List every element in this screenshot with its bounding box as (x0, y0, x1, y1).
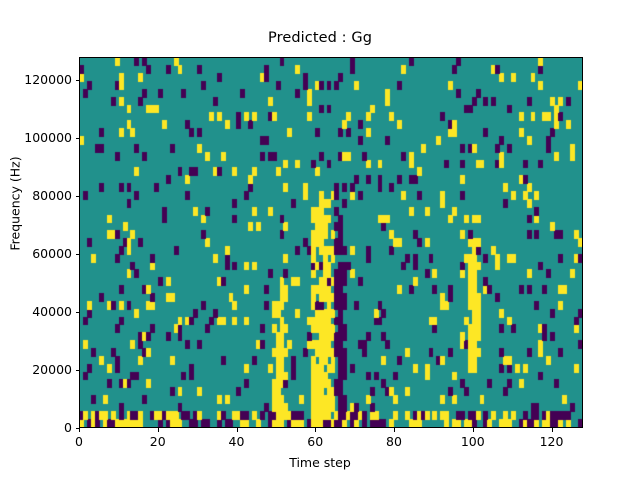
heatmap-axes (79, 57, 583, 428)
y-tick-mark (75, 254, 79, 255)
x-tick-mark (79, 428, 80, 432)
x-tick-label: 20 (149, 434, 166, 449)
heatmap-image (80, 58, 582, 427)
x-tick-mark (394, 428, 395, 432)
x-axis-label: Time step (289, 455, 351, 470)
y-tick-label: 20000 (32, 362, 72, 378)
y-tick-label: 80000 (32, 188, 72, 204)
y-tick-mark (75, 80, 79, 81)
x-tick-label: 120 (539, 434, 564, 449)
x-tick-mark (473, 428, 474, 432)
x-tick-mark (315, 428, 316, 432)
y-tick-label: 100000 (24, 130, 72, 146)
x-tick-mark (552, 428, 553, 432)
x-tick-label: 80 (386, 434, 402, 449)
x-tick-label: 60 (307, 434, 324, 449)
x-tick-mark (237, 428, 238, 432)
x-tick-label: 0 (75, 434, 83, 449)
y-tick-mark (75, 196, 79, 197)
chart-title: Predicted : Gg (267, 30, 372, 46)
x-tick-label: 40 (228, 434, 245, 449)
y-tick-mark (75, 370, 79, 371)
x-tick-mark (158, 428, 159, 432)
y-tick-mark (75, 428, 79, 429)
y-tick-label: 120000 (24, 72, 72, 88)
y-tick-mark (75, 312, 79, 313)
x-tick-label: 100 (460, 434, 485, 449)
y-tick-label: 60000 (32, 246, 72, 262)
y-tick-mark (75, 138, 79, 139)
y-tick-label: 40000 (32, 304, 72, 320)
y-tick-label: 0 (64, 420, 72, 435)
